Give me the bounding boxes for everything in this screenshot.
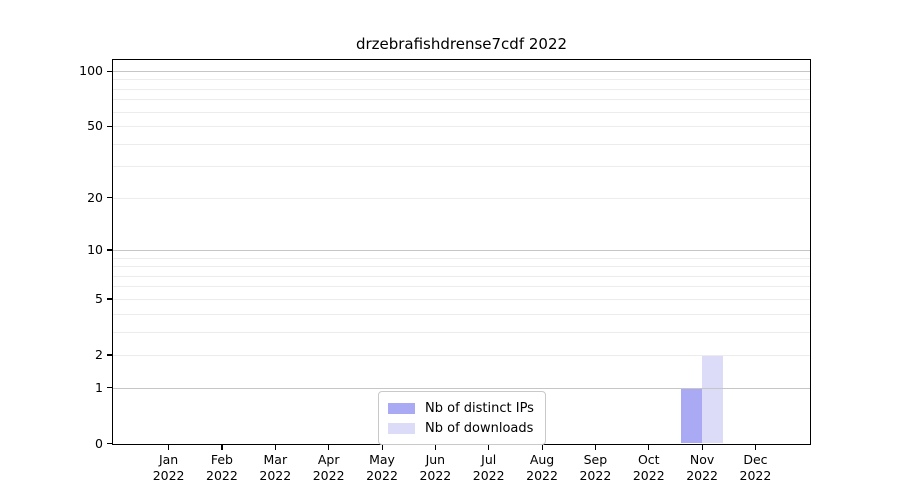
gridline-minor-90 xyxy=(112,79,811,81)
x-tick-month: Feb xyxy=(210,452,233,467)
x-tick-month: Jan xyxy=(158,452,179,467)
x-tick-month: May xyxy=(369,452,395,467)
x-tick-label-sep: Sep 2022 xyxy=(567,452,623,484)
y-tick-5 xyxy=(107,298,112,300)
x-tick-year: 2022 xyxy=(312,468,345,483)
y-tick-50 xyxy=(107,125,112,127)
gridline-minor-40 xyxy=(112,143,811,145)
x-tick-month: Mar xyxy=(263,452,288,467)
x-tick-label-aug: Aug 2022 xyxy=(514,452,570,484)
gridline-minor-60 xyxy=(112,111,811,113)
x-tick-month: Dec xyxy=(743,452,768,467)
y-tick-label-100: 100 xyxy=(79,63,103,78)
x-tick-nov xyxy=(701,445,703,450)
x-tick-label-oct: Oct 2022 xyxy=(621,452,677,484)
gridline-minor-50 xyxy=(112,126,811,128)
gridline-minor-3 xyxy=(112,331,811,333)
x-tick-month: Aug xyxy=(529,452,555,467)
y-tick-label-2: 2 xyxy=(95,346,103,362)
x-tick-year: 2022 xyxy=(686,468,718,483)
gridline-minor-8 xyxy=(112,266,811,268)
gridline-minor-6 xyxy=(112,286,811,288)
x-tick-year: 2022 xyxy=(206,468,238,483)
gridline-major-10 xyxy=(112,249,811,251)
chart-title: drzebrafishdrense7cdf 2022 xyxy=(355,35,568,53)
x-tick-year: 2022 xyxy=(366,468,398,483)
gridline-minor-2 xyxy=(112,354,811,356)
gridline-minor-20 xyxy=(112,197,811,199)
y-tick-label-20: 20 xyxy=(87,189,103,205)
x-tick-year: 2022 xyxy=(152,468,185,483)
x-tick-label-jun: Jun 2022 xyxy=(407,452,463,484)
x-tick-aug xyxy=(541,445,543,450)
gridline-minor-70 xyxy=(112,99,811,101)
y-tick-20 xyxy=(107,197,112,199)
x-tick-month: Jul xyxy=(481,452,497,467)
x-tick-year: 2022 xyxy=(579,468,612,483)
x-tick-label-mar: Mar 2022 xyxy=(247,452,303,484)
x-tick-year: 2022 xyxy=(472,468,505,483)
x-tick-year: 2022 xyxy=(419,468,452,483)
gridline-minor-30 xyxy=(112,166,811,168)
y-tick-10 xyxy=(107,249,112,251)
bar-distinct-ips-nov xyxy=(680,387,703,444)
legend-item-downloads: Nb of downloads xyxy=(388,418,534,438)
x-tick-jul xyxy=(488,445,490,450)
x-tick-month: Nov xyxy=(689,452,715,467)
x-tick-label-dec: Dec 2022 xyxy=(727,452,783,484)
gridline-minor-9 xyxy=(112,257,811,259)
x-tick-year: 2022 xyxy=(259,468,292,483)
gridline-minor-4 xyxy=(112,313,811,315)
y-tick-100 xyxy=(107,70,112,72)
y-tick-2 xyxy=(107,354,112,356)
x-tick-may xyxy=(381,445,383,450)
x-tick-year: 2022 xyxy=(632,468,665,483)
x-tick-mar xyxy=(274,445,276,450)
y-tick-label-5: 5 xyxy=(95,290,103,306)
x-tick-jan xyxy=(168,445,170,450)
x-tick-label-jan: Jan 2022 xyxy=(141,452,197,484)
x-tick-year: 2022 xyxy=(526,468,558,483)
x-tick-month: Jun xyxy=(425,452,446,467)
gridline-minor-5 xyxy=(112,298,811,300)
gridline-major-100 xyxy=(112,71,811,72)
bar-downloads-nov xyxy=(702,354,724,444)
y-tick-1 xyxy=(107,387,112,389)
x-tick-feb xyxy=(221,445,223,450)
x-tick-oct xyxy=(648,445,650,450)
x-tick-year: 2022 xyxy=(739,468,772,483)
legend-label-downloads: Nb of downloads xyxy=(425,420,534,436)
x-tick-month: Oct xyxy=(637,452,660,467)
x-tick-label-may: May 2022 xyxy=(354,452,410,484)
gridline-minor-7 xyxy=(112,275,811,277)
x-tick-month: Apr xyxy=(317,452,340,467)
legend-swatch-distinct-ips xyxy=(388,402,415,414)
y-tick-label-0: 0 xyxy=(95,435,103,451)
y-tick-label-50: 50 xyxy=(87,118,103,134)
y-tick-label-10: 10 xyxy=(87,241,103,257)
legend: Nb of distinct IPs Nb of downloads xyxy=(378,391,546,445)
y-tick-label-1: 1 xyxy=(95,379,103,395)
x-tick-label-nov: Nov 2022 xyxy=(674,452,730,484)
x-tick-label-feb: Feb 2022 xyxy=(194,452,250,484)
x-tick-dec xyxy=(754,445,757,450)
gridline-major-1 xyxy=(112,387,811,389)
x-tick-label-apr: Apr 2022 xyxy=(301,452,357,484)
legend-label-distinct-ips: Nb of distinct IPs xyxy=(425,400,534,416)
y-tick-0 xyxy=(107,443,112,445)
x-tick-apr xyxy=(328,445,330,450)
x-tick-label-jul: Jul 2022 xyxy=(461,452,517,484)
x-tick-sep xyxy=(594,445,597,450)
x-tick-month: Sep xyxy=(583,452,608,467)
legend-item-distinct-ips: Nb of distinct IPs xyxy=(388,398,534,418)
gridline-minor-80 xyxy=(112,88,811,90)
x-tick-jun xyxy=(434,445,437,450)
legend-swatch-downloads xyxy=(388,422,415,434)
